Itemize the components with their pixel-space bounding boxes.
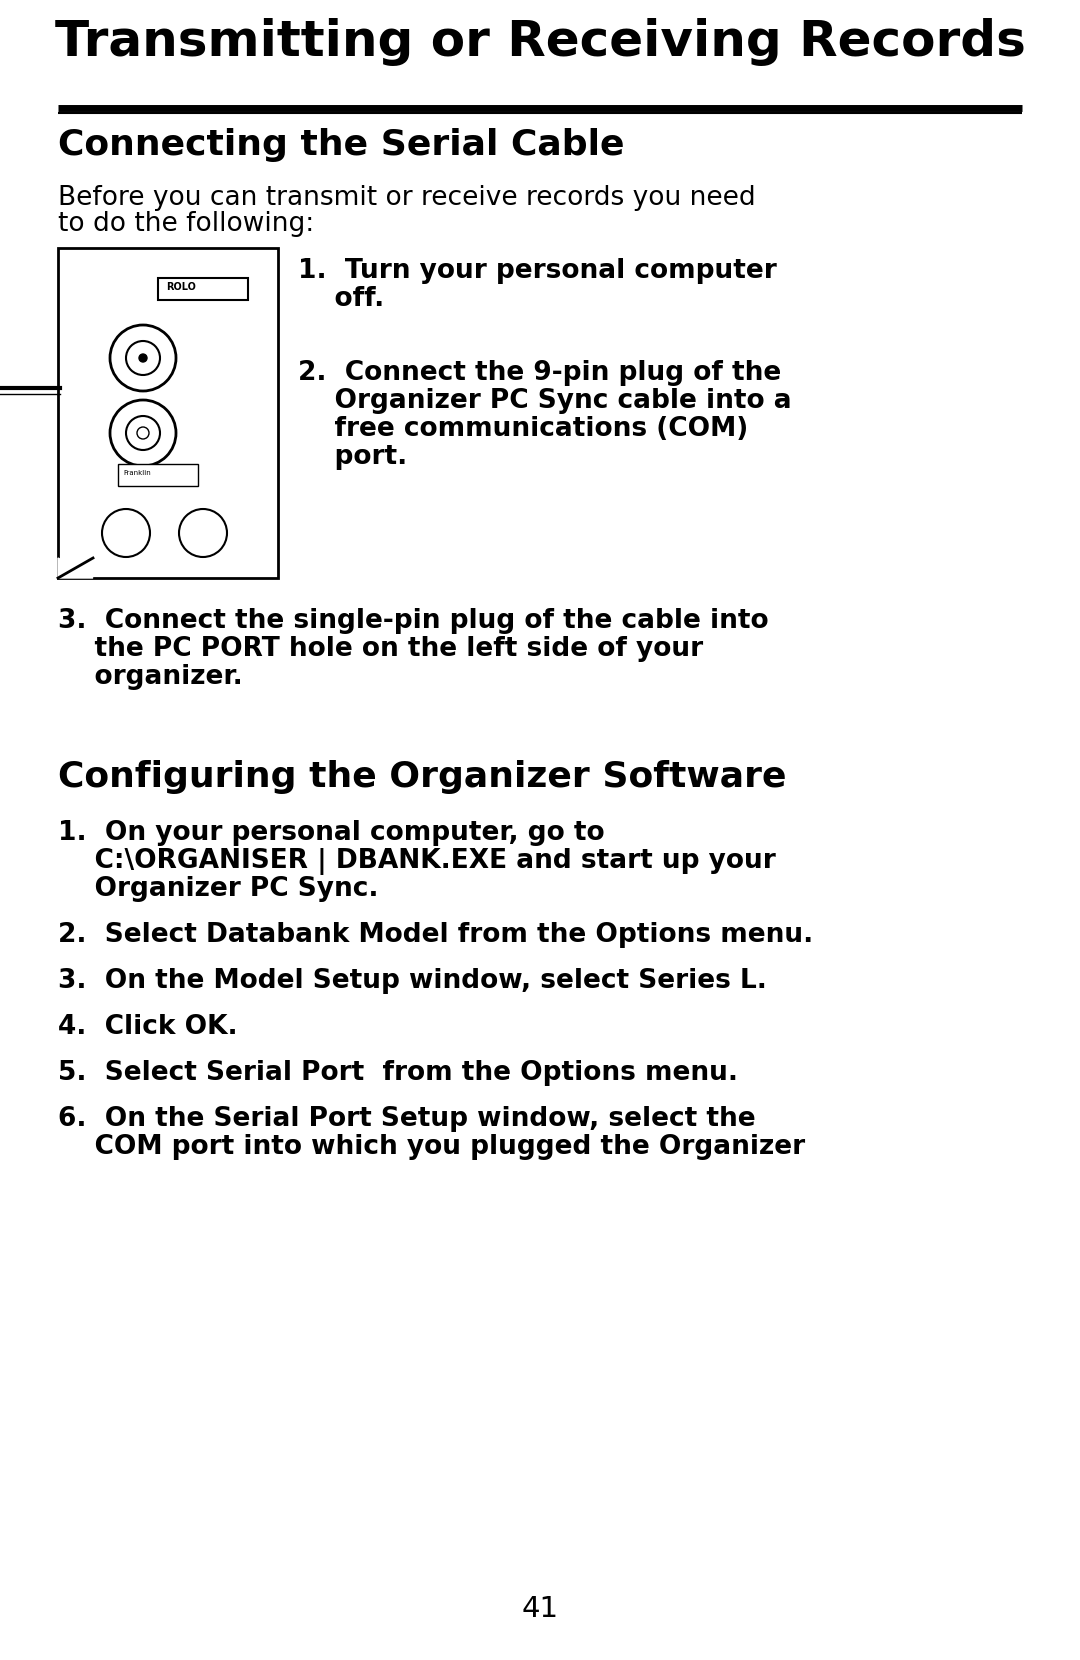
Circle shape xyxy=(110,400,176,466)
Text: 3.  On the Model Setup window, select Series L.: 3. On the Model Setup window, select Ser… xyxy=(58,968,767,994)
Circle shape xyxy=(126,417,160,450)
Text: 6.  On the Serial Port Setup window, select the: 6. On the Serial Port Setup window, sele… xyxy=(58,1106,756,1132)
Text: organizer.: organizer. xyxy=(58,664,243,691)
Text: 4.  Click OK.: 4. Click OK. xyxy=(58,1014,238,1041)
Bar xyxy=(158,277,248,300)
Text: Connecting the Serial Cable: Connecting the Serial Cable xyxy=(58,128,624,163)
Text: 41: 41 xyxy=(522,1595,558,1623)
Polygon shape xyxy=(58,558,93,578)
Text: 5.  Select Serial Port  from the Options menu.: 5. Select Serial Port from the Options m… xyxy=(58,1061,738,1086)
Text: to do the following:: to do the following: xyxy=(58,211,314,237)
Circle shape xyxy=(110,325,176,392)
Text: ROLO: ROLO xyxy=(166,282,195,292)
Text: Organizer PC Sync cable into a: Organizer PC Sync cable into a xyxy=(298,388,792,413)
Text: the PC PORT hole on the left side of your: the PC PORT hole on the left side of you… xyxy=(58,636,703,662)
Text: C:\ORGANISER | DBANK.EXE and start up your: C:\ORGANISER | DBANK.EXE and start up yo… xyxy=(58,848,775,875)
Text: 1.  On your personal computer, go to: 1. On your personal computer, go to xyxy=(58,820,605,847)
Circle shape xyxy=(139,354,147,362)
Circle shape xyxy=(179,510,227,558)
Circle shape xyxy=(137,427,149,438)
Text: 2.  Select Databank Model from the Options menu.: 2. Select Databank Model from the Option… xyxy=(58,921,813,948)
Text: 2.  Connect the 9-pin plug of the: 2. Connect the 9-pin plug of the xyxy=(298,360,781,387)
Circle shape xyxy=(126,340,160,375)
Bar xyxy=(58,247,278,578)
Text: Configuring the Organizer Software: Configuring the Organizer Software xyxy=(58,760,786,793)
Text: COM port into which you plugged the Organizer: COM port into which you plugged the Orga… xyxy=(58,1134,805,1160)
Text: free communications (COM): free communications (COM) xyxy=(298,417,748,442)
Text: Before you can transmit or receive records you need: Before you can transmit or receive recor… xyxy=(58,184,756,211)
Text: Franklin: Franklin xyxy=(123,470,151,476)
Circle shape xyxy=(102,510,150,558)
Bar xyxy=(118,465,198,486)
Text: Organizer PC Sync.: Organizer PC Sync. xyxy=(58,876,378,901)
Text: 1.  Turn your personal computer: 1. Turn your personal computer xyxy=(298,257,777,284)
Text: off.: off. xyxy=(298,286,384,312)
Text: Transmitting or Receiving Records: Transmitting or Receiving Records xyxy=(55,18,1025,66)
Text: 3.  Connect the single-pin plug of the cable into: 3. Connect the single-pin plug of the ca… xyxy=(58,608,769,634)
Text: port.: port. xyxy=(298,443,407,470)
